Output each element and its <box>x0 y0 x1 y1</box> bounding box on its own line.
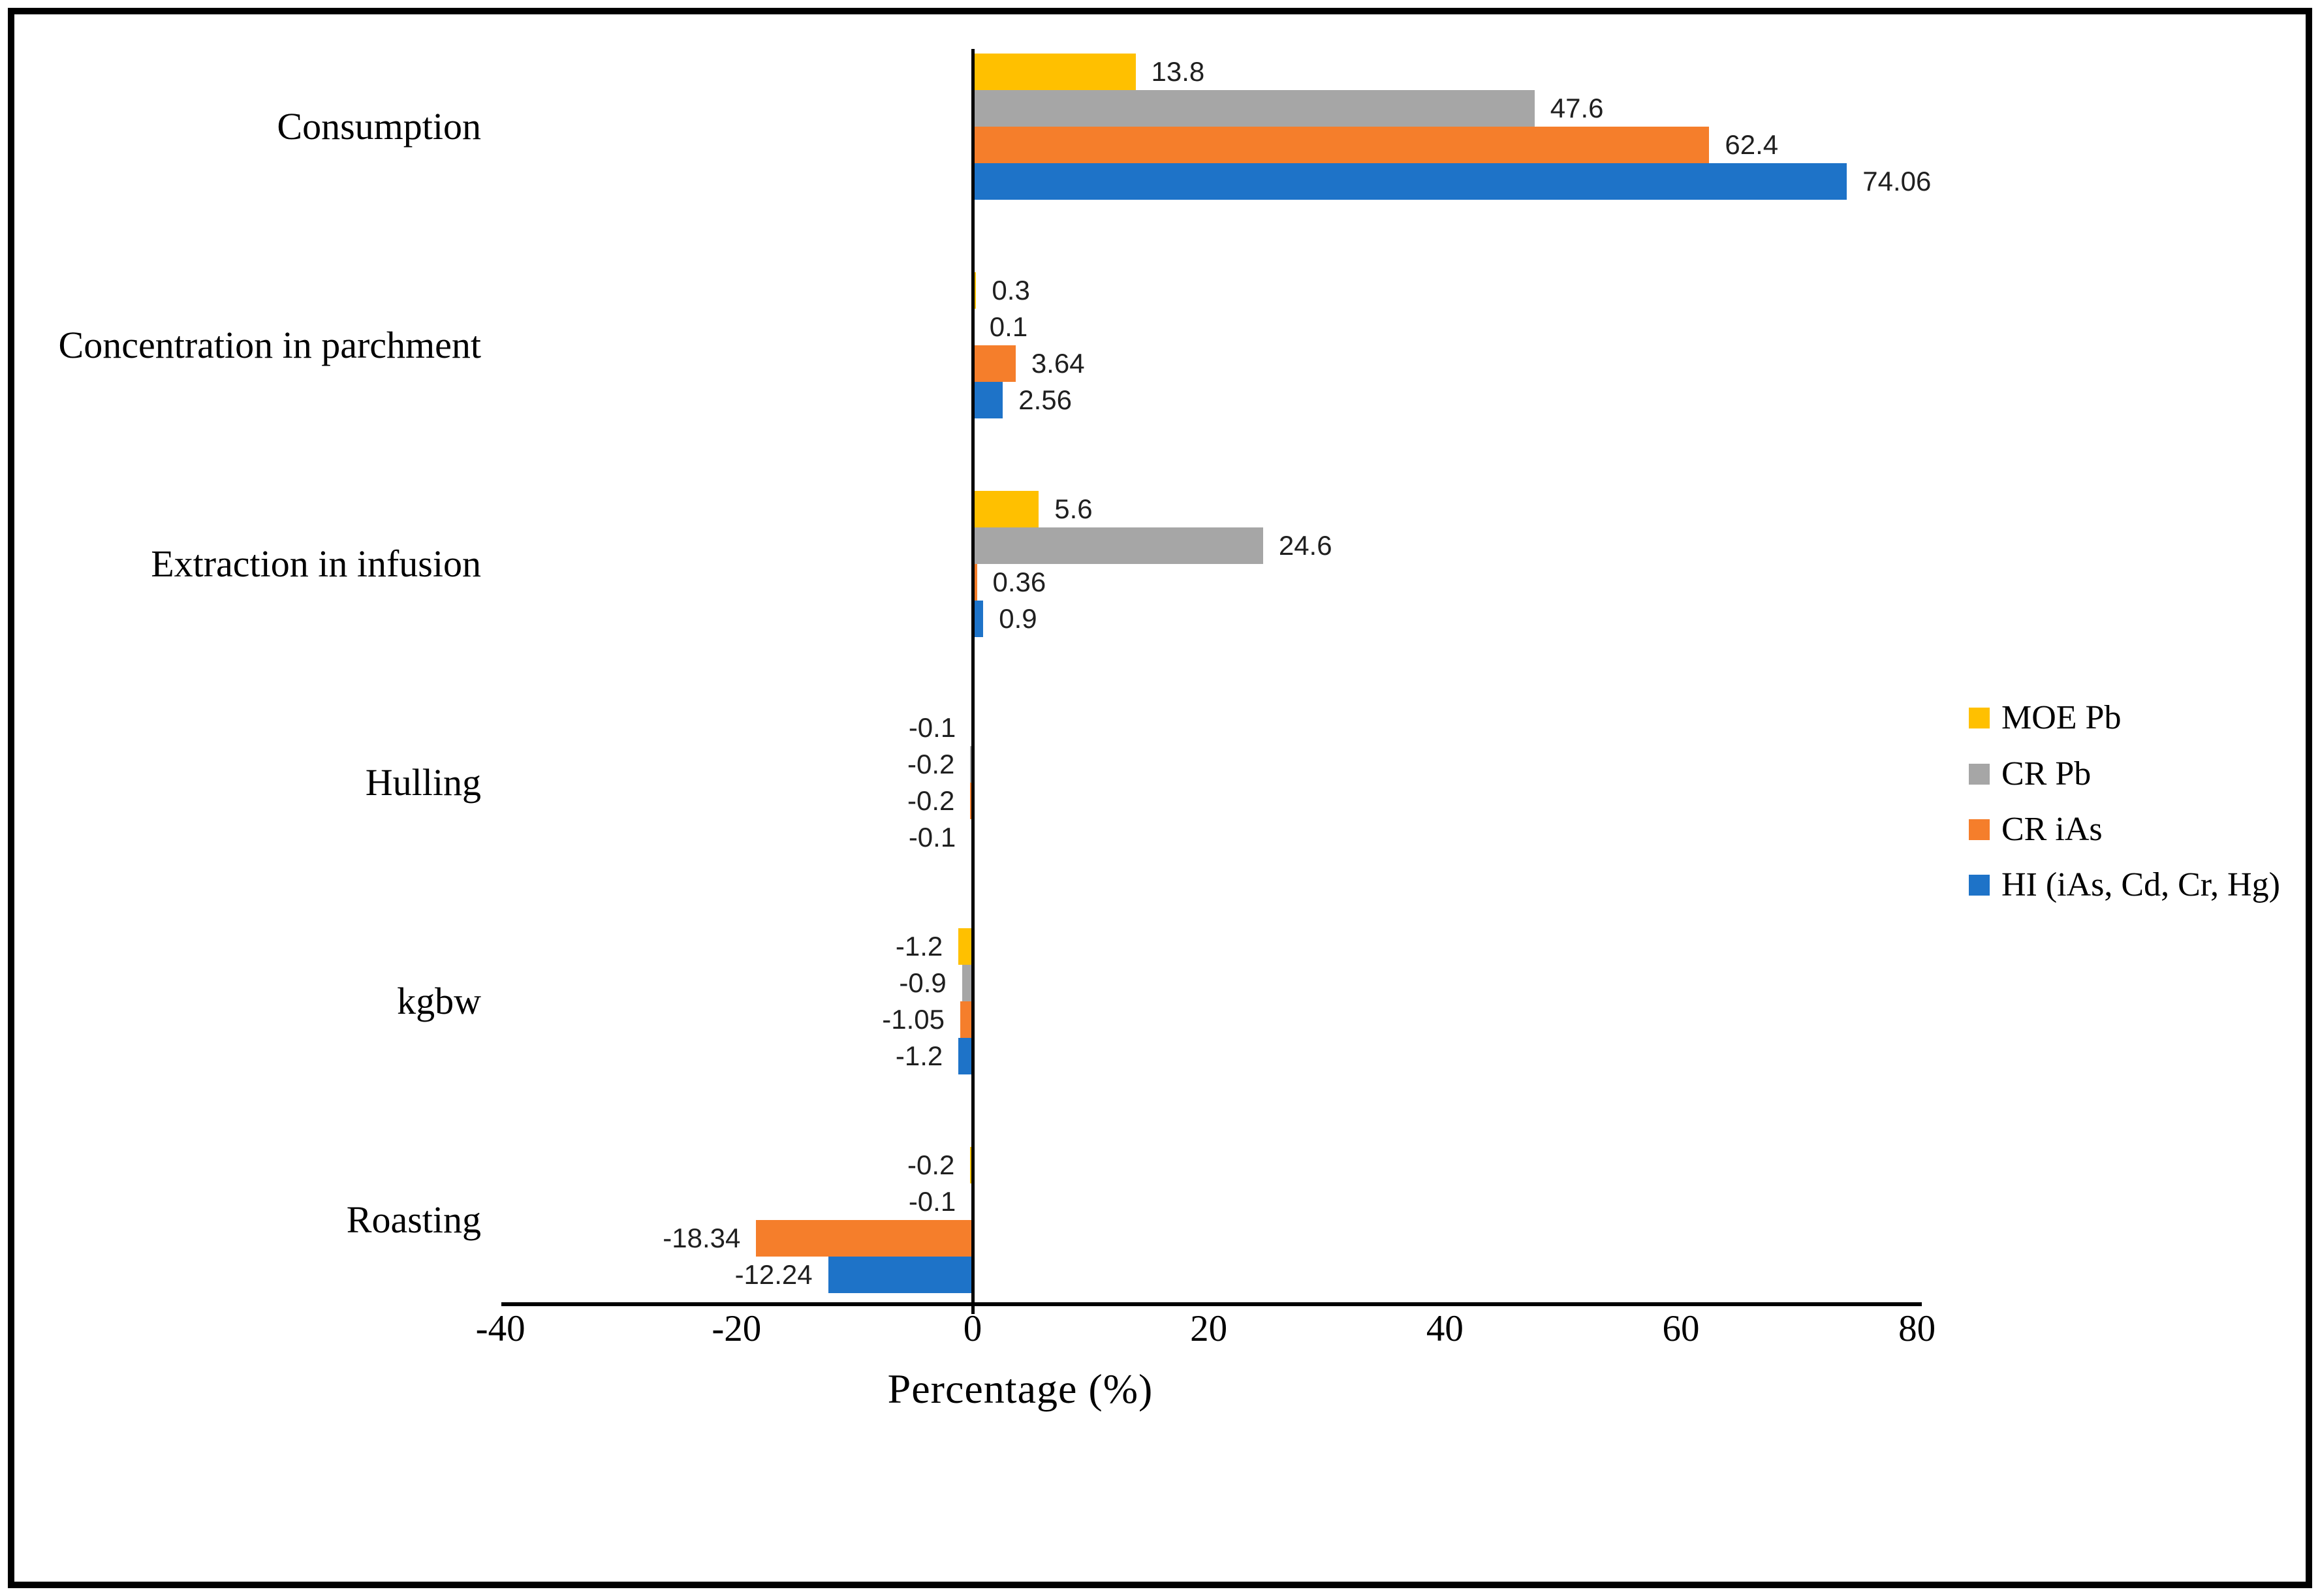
bar-value-label: -0.2 <box>907 1150 955 1180</box>
bar-value-label: -0.2 <box>907 785 955 816</box>
category-label: Roasting <box>346 1198 481 1241</box>
bar <box>973 601 984 637</box>
bar <box>973 90 1535 127</box>
legend-swatch-icon <box>1969 708 1990 728</box>
category-label: kgbw <box>397 980 481 1022</box>
legend-label: CR Pb <box>2001 755 2092 792</box>
bar <box>973 127 1710 163</box>
bar-value-label: -1.05 <box>882 1004 945 1035</box>
x-tick-label: 60 <box>1662 1308 1700 1349</box>
legend-swatch-icon <box>1969 764 1990 785</box>
bar <box>973 54 1136 90</box>
bar-value-label: -0.1 <box>908 1186 956 1217</box>
x-axis-line <box>501 1302 1922 1306</box>
bar-value-label: 47.6 <box>1550 93 1604 123</box>
bar-value-label: 0.9 <box>999 603 1037 634</box>
legend-item: CR Pb <box>1969 748 2091 800</box>
bar <box>973 527 1263 564</box>
category-label: Hulling <box>365 761 481 804</box>
x-axis-title: Percentage (%) <box>887 1366 1153 1412</box>
bar-value-label: -0.9 <box>899 967 947 998</box>
x-tick-label: 40 <box>1426 1308 1464 1349</box>
bar-value-label: -0.1 <box>908 712 956 743</box>
bar-value-label: 3.64 <box>1031 348 1085 379</box>
x-tick-label: 20 <box>1190 1308 1228 1349</box>
x-tick-label: -20 <box>712 1308 762 1349</box>
bar <box>973 163 1847 200</box>
bar-value-label: 5.6 <box>1054 493 1093 524</box>
x-tick-label: -40 <box>475 1308 525 1349</box>
legend-swatch-icon <box>1969 875 1990 896</box>
bar <box>973 345 1016 382</box>
bar-value-label: 0.3 <box>992 275 1030 305</box>
x-tick-label: 80 <box>1898 1308 1936 1349</box>
bar <box>973 382 1003 418</box>
legend-label: HI (iAs, Cd, Cr, Hg) <box>2001 866 2280 903</box>
bar <box>958 1038 973 1074</box>
bar <box>973 564 977 601</box>
legend-label: CR iAs <box>2001 811 2103 848</box>
legend-item: MOE Pb <box>1969 692 2121 744</box>
category-label: Extraction in infusion <box>151 542 481 585</box>
legend-item: HI (iAs, Cd, Cr, Hg) <box>1969 859 2280 911</box>
bar-value-label: 74.06 <box>1862 166 1932 196</box>
bar <box>960 1001 973 1038</box>
bar-value-label: 24.6 <box>1278 530 1332 561</box>
bar-value-label: 0.1 <box>989 311 1028 342</box>
bar-value-label: 2.56 <box>1018 384 1073 415</box>
legend-label: MOE Pb <box>2001 699 2122 736</box>
bar <box>973 491 1039 527</box>
bar <box>962 965 973 1001</box>
bar-value-label: 62.4 <box>1725 129 1779 160</box>
x-tick-label: 0 <box>963 1308 982 1349</box>
legend-item: CR iAs <box>1969 804 2103 856</box>
bar-value-label: 13.8 <box>1151 56 1205 87</box>
bar-value-label: -1.2 <box>895 1041 943 1071</box>
bar <box>756 1220 973 1257</box>
zero-axis-line <box>971 49 975 1314</box>
bar-value-label: 0.36 <box>992 567 1046 597</box>
bar-value-label: -12.24 <box>734 1259 813 1290</box>
bar-value-label: -0.2 <box>907 749 955 779</box>
category-label: Consumption <box>277 105 481 148</box>
bar-value-label: -1.2 <box>895 931 943 962</box>
bar-value-label: -0.1 <box>908 822 956 853</box>
category-label: Concentration in parchment <box>58 324 481 366</box>
bar <box>958 928 973 965</box>
legend-swatch-icon <box>1969 819 1990 840</box>
bar <box>828 1257 973 1293</box>
bar-value-label: -18.34 <box>663 1223 741 1253</box>
